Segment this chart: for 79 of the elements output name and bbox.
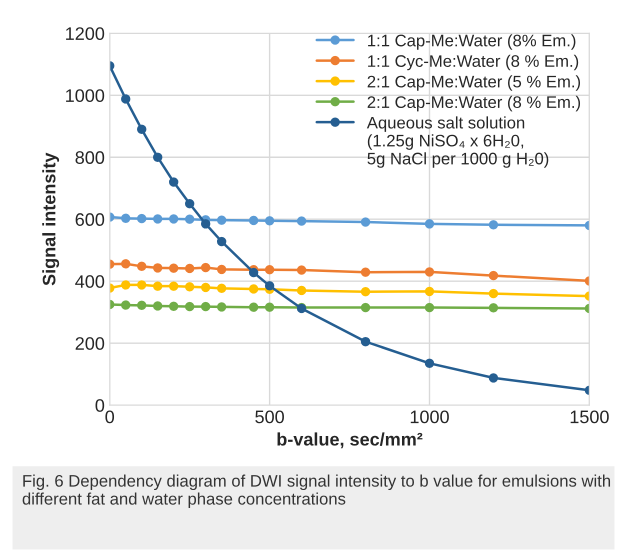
point bbox=[424, 302, 434, 312]
point bbox=[153, 301, 162, 311]
x-tick-label: 0 bbox=[105, 410, 114, 424]
legend-label: 2:1 Cap-Me:Water (8 % Em.) bbox=[368, 96, 580, 112]
point bbox=[200, 282, 210, 292]
point bbox=[121, 259, 130, 269]
x-tick-label: 1000 bbox=[410, 410, 449, 424]
point bbox=[360, 287, 370, 296]
point bbox=[424, 219, 434, 229]
point bbox=[200, 219, 210, 229]
point bbox=[488, 270, 498, 280]
y-tick-label: 0 bbox=[96, 399, 104, 412]
point bbox=[248, 284, 258, 294]
point bbox=[184, 199, 194, 208]
y-tick-label: 600 bbox=[76, 213, 104, 226]
legend-label: 1:1 Cyc-Me:Water (8 % Em.) bbox=[368, 54, 578, 70]
y-axis-title: Signal intensity bbox=[42, 152, 60, 286]
point bbox=[488, 288, 498, 298]
y-tick-label: 400 bbox=[75, 275, 104, 288]
point bbox=[184, 264, 194, 274]
point bbox=[137, 124, 146, 134]
point bbox=[296, 286, 306, 296]
point bbox=[121, 300, 130, 310]
caption: Fig. 6 Dependency diagram of DWI signal intensity to b value for emulsions with different fat and water phase concentrations bbox=[22, 474, 610, 508]
point bbox=[216, 284, 226, 294]
point bbox=[360, 302, 370, 312]
point bbox=[200, 262, 210, 272]
point bbox=[137, 214, 146, 224]
point bbox=[488, 303, 498, 313]
point bbox=[216, 264, 226, 274]
point bbox=[121, 94, 130, 104]
point bbox=[216, 302, 226, 312]
point bbox=[216, 215, 226, 225]
point bbox=[360, 268, 370, 277]
point bbox=[264, 281, 274, 291]
point bbox=[360, 217, 370, 227]
point bbox=[488, 373, 498, 383]
point bbox=[137, 300, 146, 310]
point bbox=[153, 214, 162, 224]
x-tick-label: 500 bbox=[255, 410, 284, 424]
point bbox=[360, 336, 370, 346]
point bbox=[168, 177, 178, 187]
legend-label: Aqueous salt solution (1.25g NiSO₄ x 6H₂0, 5g NaCl per 1000 g H₂0) bbox=[366, 116, 548, 168]
y-tick-label: 200 bbox=[76, 337, 104, 350]
legend-label: 1:1 Cap-Me:Water (8% Em.) bbox=[368, 34, 576, 50]
point bbox=[264, 265, 274, 274]
point bbox=[248, 216, 258, 226]
point bbox=[121, 214, 130, 223]
point bbox=[168, 281, 178, 291]
legend-label: 2:1 Cap-Me:Water (5 % Em.) bbox=[368, 75, 580, 91]
point bbox=[153, 281, 162, 291]
y-tick-label: 800 bbox=[76, 151, 104, 164]
point bbox=[137, 262, 146, 272]
point bbox=[216, 236, 226, 246]
point bbox=[296, 216, 306, 226]
x-axis-title: b-value, sec/mm² bbox=[277, 432, 422, 448]
point bbox=[424, 358, 434, 368]
point bbox=[153, 152, 162, 162]
x-tick-label: 1500 bbox=[570, 410, 609, 424]
point bbox=[168, 302, 178, 311]
point bbox=[424, 286, 434, 296]
point bbox=[296, 265, 306, 275]
point bbox=[168, 264, 178, 273]
point bbox=[264, 216, 274, 226]
point bbox=[184, 302, 194, 312]
point bbox=[184, 282, 194, 292]
point bbox=[248, 268, 258, 278]
point bbox=[264, 302, 274, 312]
point bbox=[168, 214, 178, 224]
point bbox=[488, 220, 498, 230]
point bbox=[121, 280, 130, 290]
point bbox=[184, 214, 194, 224]
point bbox=[153, 263, 162, 273]
point bbox=[137, 280, 146, 290]
y-tick-label: 1000 bbox=[66, 89, 104, 102]
point bbox=[200, 302, 210, 312]
y-tick-label: 1200 bbox=[66, 27, 104, 40]
point bbox=[248, 302, 258, 312]
point bbox=[424, 267, 434, 277]
